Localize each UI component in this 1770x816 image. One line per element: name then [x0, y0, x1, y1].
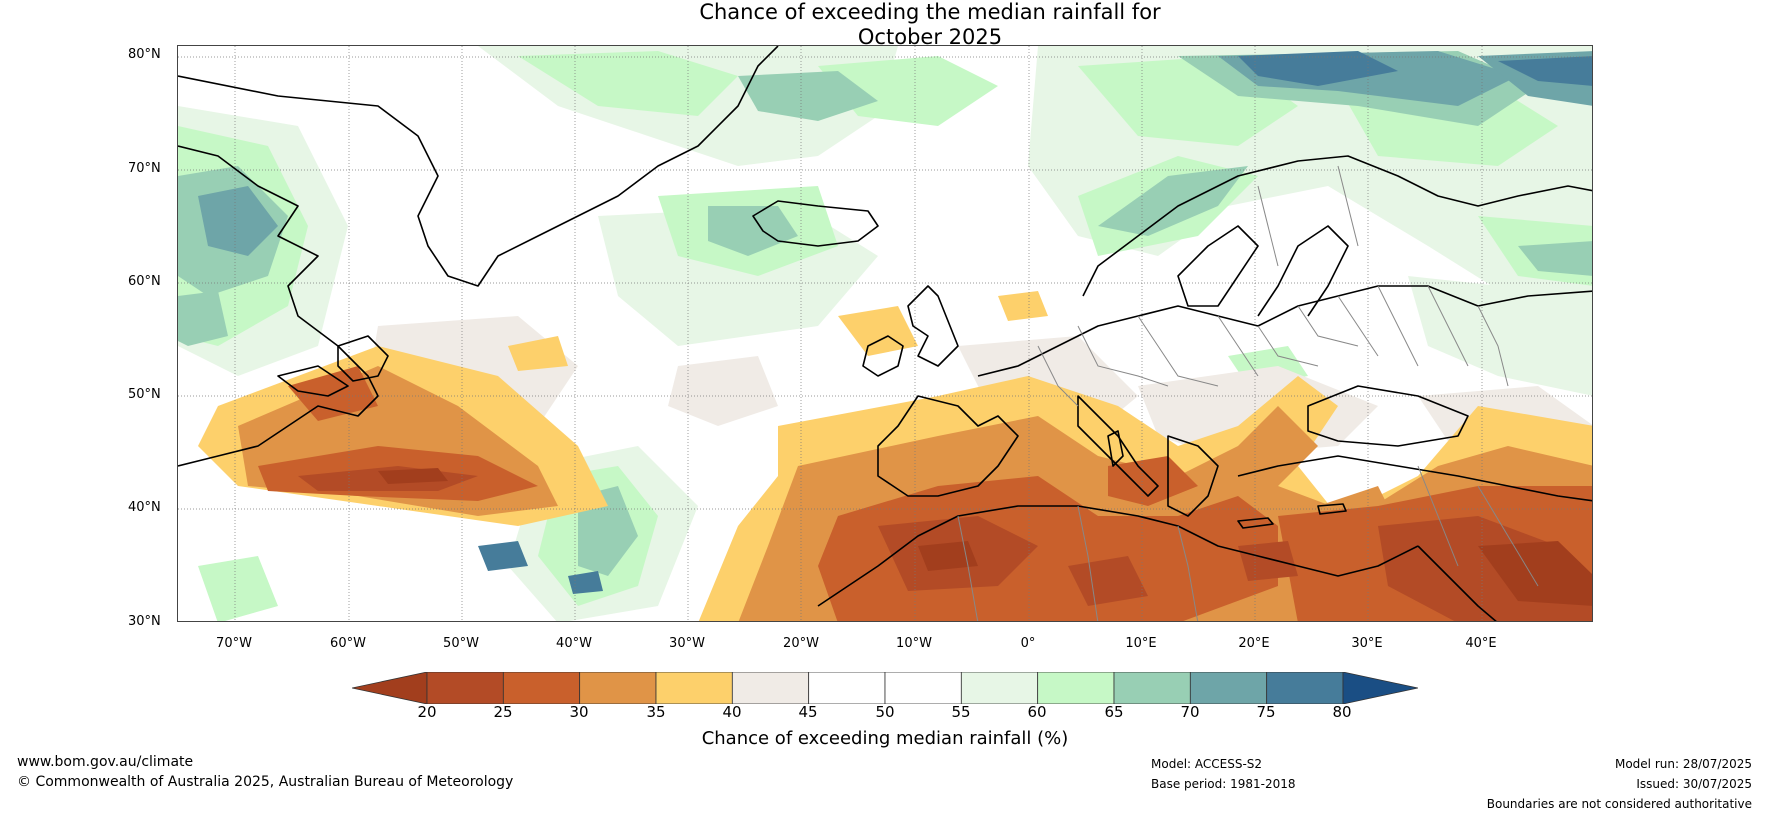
issued-date: Issued: 30/07/2025 — [1636, 777, 1752, 791]
model-name: Model: ACCESS-S2 — [1151, 757, 1263, 771]
colorbar-tick-35: 35 — [646, 703, 666, 721]
deep-brown-regions — [378, 468, 1592, 606]
lon-label-20w: 20°W — [783, 636, 819, 651]
graticule — [178, 46, 1592, 621]
colorbar-tick-30: 30 — [569, 703, 589, 721]
map-title-line1: Chance of exceeding the median rainfall … — [699, 0, 1161, 24]
lon-label-70w: 70°W — [216, 636, 252, 651]
colorbar-tick-20: 20 — [417, 703, 437, 721]
lat-label-50n: 50°N — [128, 387, 161, 402]
colorbar-high-extension — [1342, 672, 1418, 704]
colorbar-tick-25: 25 — [493, 703, 513, 721]
colorbar-tick-50: 50 — [875, 703, 895, 721]
lat-label-40n: 40°N — [128, 500, 161, 515]
colorbar-tick-70: 70 — [1180, 703, 1200, 721]
lon-label-0: 0° — [1020, 636, 1036, 651]
lat-label-80n: 80°N — [128, 47, 161, 62]
colorbar-cell — [1189, 672, 1268, 704]
colorbar-cell — [1266, 672, 1344, 704]
lat-label-30n: 30°N — [128, 614, 161, 629]
colorbar-tick-80: 80 — [1332, 703, 1352, 721]
colorbar-low-extension — [352, 672, 428, 704]
lon-label-10w: 10°W — [896, 636, 932, 651]
model-run-date: Model run: 28/07/2025 — [1614, 757, 1752, 771]
colorbar-cell — [655, 672, 733, 704]
lon-label-30w: 30°W — [669, 636, 705, 651]
lat-label-60n: 60°N — [128, 274, 161, 289]
colorbar-cell — [808, 672, 886, 704]
colorbar-tick-45: 45 — [798, 703, 818, 721]
lon-label-40w: 40°W — [556, 636, 592, 651]
colorbar-cell — [960, 672, 1039, 704]
map-title: Chance of exceeding the median rainfall … — [0, 0, 1770, 50]
colorbar-cell — [731, 672, 810, 704]
lon-label-10e: 10°E — [1125, 636, 1157, 651]
website-link[interactable]: www.bom.gov.au/climate — [17, 754, 194, 770]
lon-label-60w: 60°W — [330, 636, 366, 651]
base-period: Base period: 1981-2018 — [1151, 777, 1296, 791]
country-borders — [957, 165, 1539, 621]
lat-label-70n: 70°N — [128, 161, 161, 176]
colorbar-cell — [579, 672, 657, 704]
colorbar-cell — [884, 672, 962, 704]
lon-label-50w: 50°W — [443, 636, 479, 651]
boundaries-disclaimer: Boundaries are not considered authoritat… — [1486, 797, 1752, 811]
blue-regions — [478, 51, 1592, 594]
rainfall-probability-map — [177, 45, 1593, 622]
colorbar-tick-65: 65 — [1104, 703, 1124, 721]
coastlines — [178, 46, 1592, 621]
colorbar-tick-40: 40 — [722, 703, 742, 721]
lon-label-40e: 40°E — [1465, 636, 1497, 651]
colorbar-cell — [502, 672, 581, 704]
colorbar — [352, 672, 1418, 704]
colorbar-cells — [426, 672, 1344, 704]
lon-label-20e: 20°E — [1238, 636, 1270, 651]
map-svg — [178, 46, 1592, 621]
colorbar-cell — [1037, 672, 1115, 704]
colorbar-cell — [1113, 672, 1191, 704]
colorbar-tick-75: 75 — [1256, 703, 1276, 721]
colorbar-label: Chance of exceeding median rainfall (%) — [701, 728, 1069, 749]
colorbar-tick-60: 60 — [1027, 703, 1047, 721]
colorbar-cell — [426, 672, 504, 704]
lon-label-30e: 30°E — [1351, 636, 1383, 651]
copyright-text: © Commonwealth of Australia 2025, Austra… — [17, 774, 514, 790]
colorbar-tick-55: 55 — [951, 703, 971, 721]
